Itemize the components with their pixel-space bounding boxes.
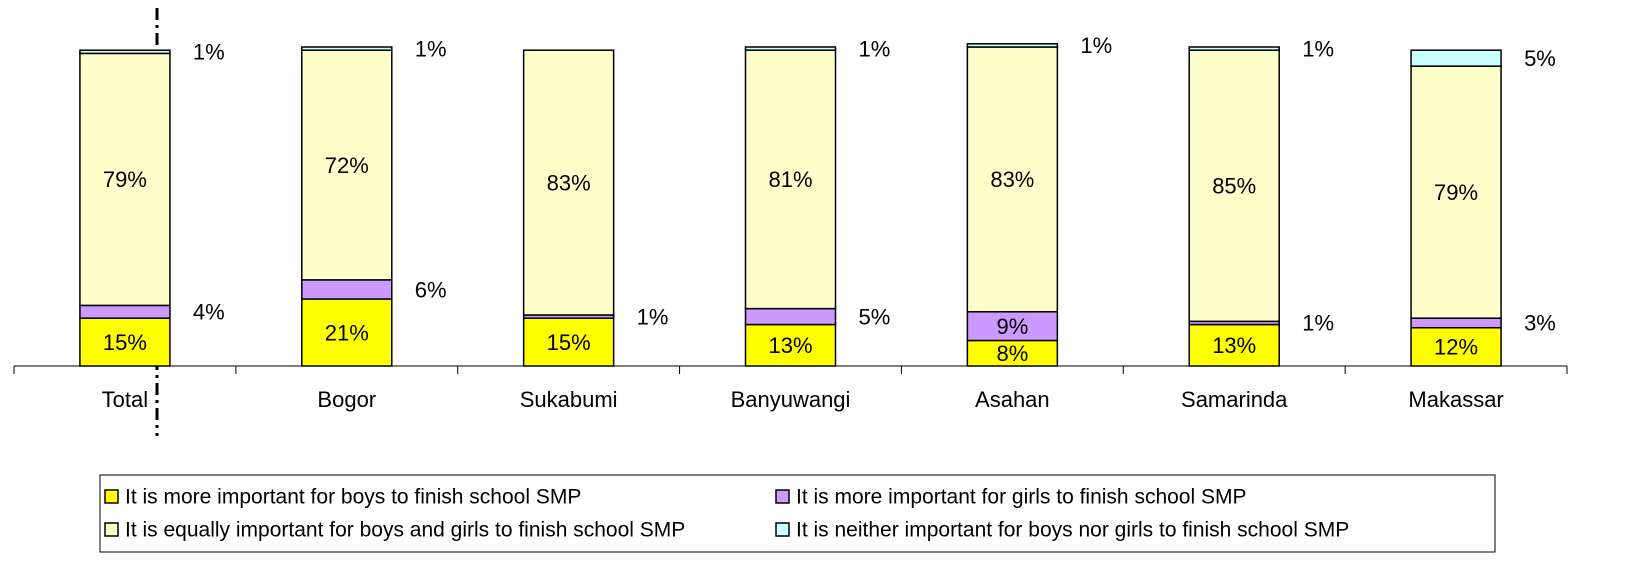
data-label: 85% [1212,174,1256,199]
bar-segment [79,304,171,319]
x-tick-label: Sukabumi [520,387,618,412]
legend-label: It is equally important for boys and gir… [125,519,685,542]
data-label: 13% [768,333,812,358]
x-tick-label: Banyuwangi [731,387,851,412]
x-tick-label: Total [102,387,148,412]
bar-segment [79,49,171,55]
data-label: 5% [859,304,891,329]
bar-segment [1410,326,1502,367]
data-label: 1% [637,304,669,329]
data-label: 1% [1302,311,1334,336]
data-label: 8% [996,341,1028,366]
data-label: 21% [325,320,369,345]
data-label: 5% [1524,46,1556,71]
data-label: 72% [325,153,369,178]
data-label: 79% [103,167,147,192]
x-tick-label: Asahan [975,387,1050,412]
bar-segment [966,43,1059,48]
data-label: 4% [193,300,225,325]
legend-swatch [775,522,790,537]
bar-segment [1410,49,1502,67]
data-label: 12% [1434,335,1478,360]
data-label: 15% [103,330,147,355]
bar-segment [744,307,837,326]
data-label: 15% [547,330,591,355]
legend-box [99,474,1496,553]
bar-segment [301,46,393,51]
x-tick-label: Makassar [1408,387,1503,412]
legend-label: It is more important for boys to finish … [125,486,581,509]
data-label: 3% [1524,311,1556,336]
data-label: 13% [1212,333,1256,358]
data-label: 1% [1080,33,1112,58]
data-label: 1% [1302,36,1334,61]
data-label: 1% [415,36,447,61]
data-label: 1% [193,40,225,65]
legend-label: It is neither important for boys nor gir… [796,519,1349,542]
legend-swatch [775,489,790,504]
bar-segment [522,49,615,316]
bar-segment [301,279,393,300]
x-tick-label: Samarinda [1181,387,1288,412]
bar-segment [1188,323,1280,367]
data-label: 9% [996,314,1028,339]
data-label: 81% [768,167,812,192]
data-label: 79% [1434,180,1478,205]
legend-swatch [104,522,119,537]
legend-label: It is more important for girls to finish… [796,486,1247,509]
data-label: 83% [990,167,1034,192]
bar-segment [1410,65,1502,319]
x-tick-label: Bogor [317,387,376,412]
bar-segment [744,46,837,51]
legend-swatch [104,489,119,504]
bar-segment [1410,317,1502,329]
bar-segment [1188,46,1280,51]
bar-segment [966,46,1059,313]
data-label: 83% [547,170,591,195]
bar-segment [966,339,1059,367]
data-label: 1% [859,36,891,61]
data-label: 6% [415,277,447,302]
bar-segment [744,49,837,310]
bar-segment [1188,49,1280,323]
